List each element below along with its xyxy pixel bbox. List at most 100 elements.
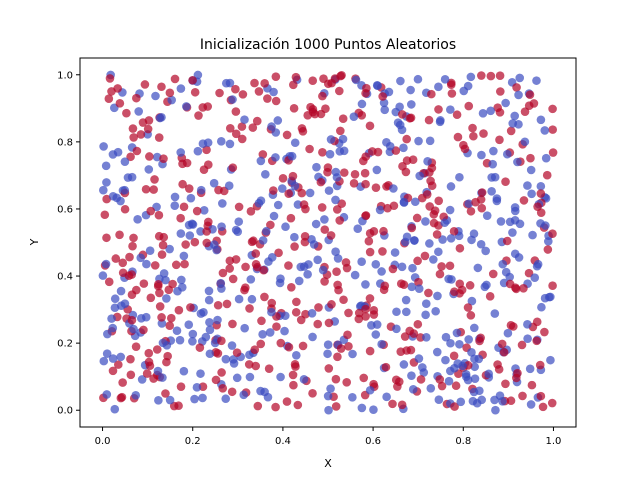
data-point xyxy=(426,383,436,393)
data-point xyxy=(271,96,281,106)
data-point xyxy=(157,82,166,92)
data-point xyxy=(438,235,447,244)
data-point xyxy=(477,150,486,160)
data-point xyxy=(470,362,479,372)
data-point xyxy=(324,405,333,415)
data-point xyxy=(364,236,374,246)
data-point xyxy=(501,379,510,389)
data-point xyxy=(142,369,152,378)
data-point xyxy=(176,382,186,391)
data-point xyxy=(157,313,166,322)
data-point xyxy=(440,75,450,84)
data-point xyxy=(548,125,557,134)
data-point xyxy=(473,263,483,273)
data-point xyxy=(496,217,506,226)
data-point xyxy=(132,93,141,103)
data-point xyxy=(486,71,496,81)
data-point xyxy=(271,128,281,137)
data-point xyxy=(478,109,488,118)
data-point xyxy=(99,142,108,151)
data-point xyxy=(154,133,164,142)
data-point xyxy=(115,99,125,108)
data-point xyxy=(132,146,142,156)
data-point xyxy=(116,196,125,206)
data-point xyxy=(115,230,124,240)
data-point xyxy=(357,403,367,413)
data-point xyxy=(228,163,238,172)
data-point xyxy=(441,332,451,342)
data-point xyxy=(476,239,486,249)
data-point xyxy=(128,124,138,133)
data-point xyxy=(361,304,370,314)
data-point xyxy=(276,372,285,382)
data-point xyxy=(474,354,484,364)
data-point xyxy=(351,75,361,85)
data-point xyxy=(198,393,207,403)
data-point xyxy=(271,72,281,81)
data-point xyxy=(290,242,299,251)
data-point xyxy=(453,132,463,142)
data-point xyxy=(105,74,115,83)
data-point xyxy=(433,291,442,301)
data-point xyxy=(336,344,346,353)
data-point xyxy=(339,295,348,305)
plot-area: 0.0 0.2 0.4 0.6 0.8 1.0 0.0 0.2 0.4 0.6 0.8 1.0 xyxy=(57,57,577,447)
data-point xyxy=(213,300,223,310)
y-tick-label: 0.0 xyxy=(57,406,73,417)
data-point xyxy=(532,336,541,346)
data-point xyxy=(407,371,416,380)
data-point xyxy=(305,144,314,154)
data-point xyxy=(311,219,321,229)
data-point xyxy=(338,134,348,144)
data-point xyxy=(134,107,143,116)
data-point xyxy=(431,306,440,316)
data-point xyxy=(536,219,545,228)
data-point xyxy=(489,146,498,156)
data-point xyxy=(101,259,111,269)
data-point xyxy=(269,186,278,195)
data-point xyxy=(288,171,298,181)
data-point xyxy=(519,283,528,293)
data-point xyxy=(422,333,431,342)
data-point xyxy=(188,75,197,85)
data-point xyxy=(430,206,440,215)
data-point xyxy=(323,340,333,349)
data-point xyxy=(138,118,148,127)
data-point xyxy=(331,195,340,205)
data-point xyxy=(269,211,279,221)
data-point xyxy=(402,307,411,317)
data-point xyxy=(467,296,477,306)
data-point xyxy=(519,196,529,205)
data-point xyxy=(107,87,116,96)
data-point xyxy=(339,168,349,177)
data-point xyxy=(149,185,158,194)
data-point xyxy=(412,213,422,223)
data-point xyxy=(399,197,409,207)
data-point xyxy=(256,196,266,205)
data-point xyxy=(395,102,404,112)
data-point xyxy=(232,348,242,357)
data-point xyxy=(379,226,388,236)
data-point xyxy=(372,320,382,329)
data-point xyxy=(228,95,237,104)
data-point xyxy=(100,210,110,220)
data-point xyxy=(524,101,534,110)
data-point xyxy=(269,87,278,97)
data-point xyxy=(477,188,487,197)
data-point xyxy=(495,71,505,80)
data-point xyxy=(211,375,221,385)
data-point xyxy=(399,360,409,369)
data-point xyxy=(464,101,474,111)
data-point xyxy=(357,99,367,109)
data-point xyxy=(264,364,274,373)
data-point xyxy=(244,360,254,369)
data-point xyxy=(524,268,534,278)
data-point xyxy=(231,107,241,116)
data-point xyxy=(176,84,186,93)
data-point xyxy=(400,237,410,247)
data-point xyxy=(141,184,151,194)
data-point xyxy=(167,95,176,105)
data-point xyxy=(129,233,138,243)
data-point xyxy=(413,319,423,329)
data-point xyxy=(217,368,226,377)
